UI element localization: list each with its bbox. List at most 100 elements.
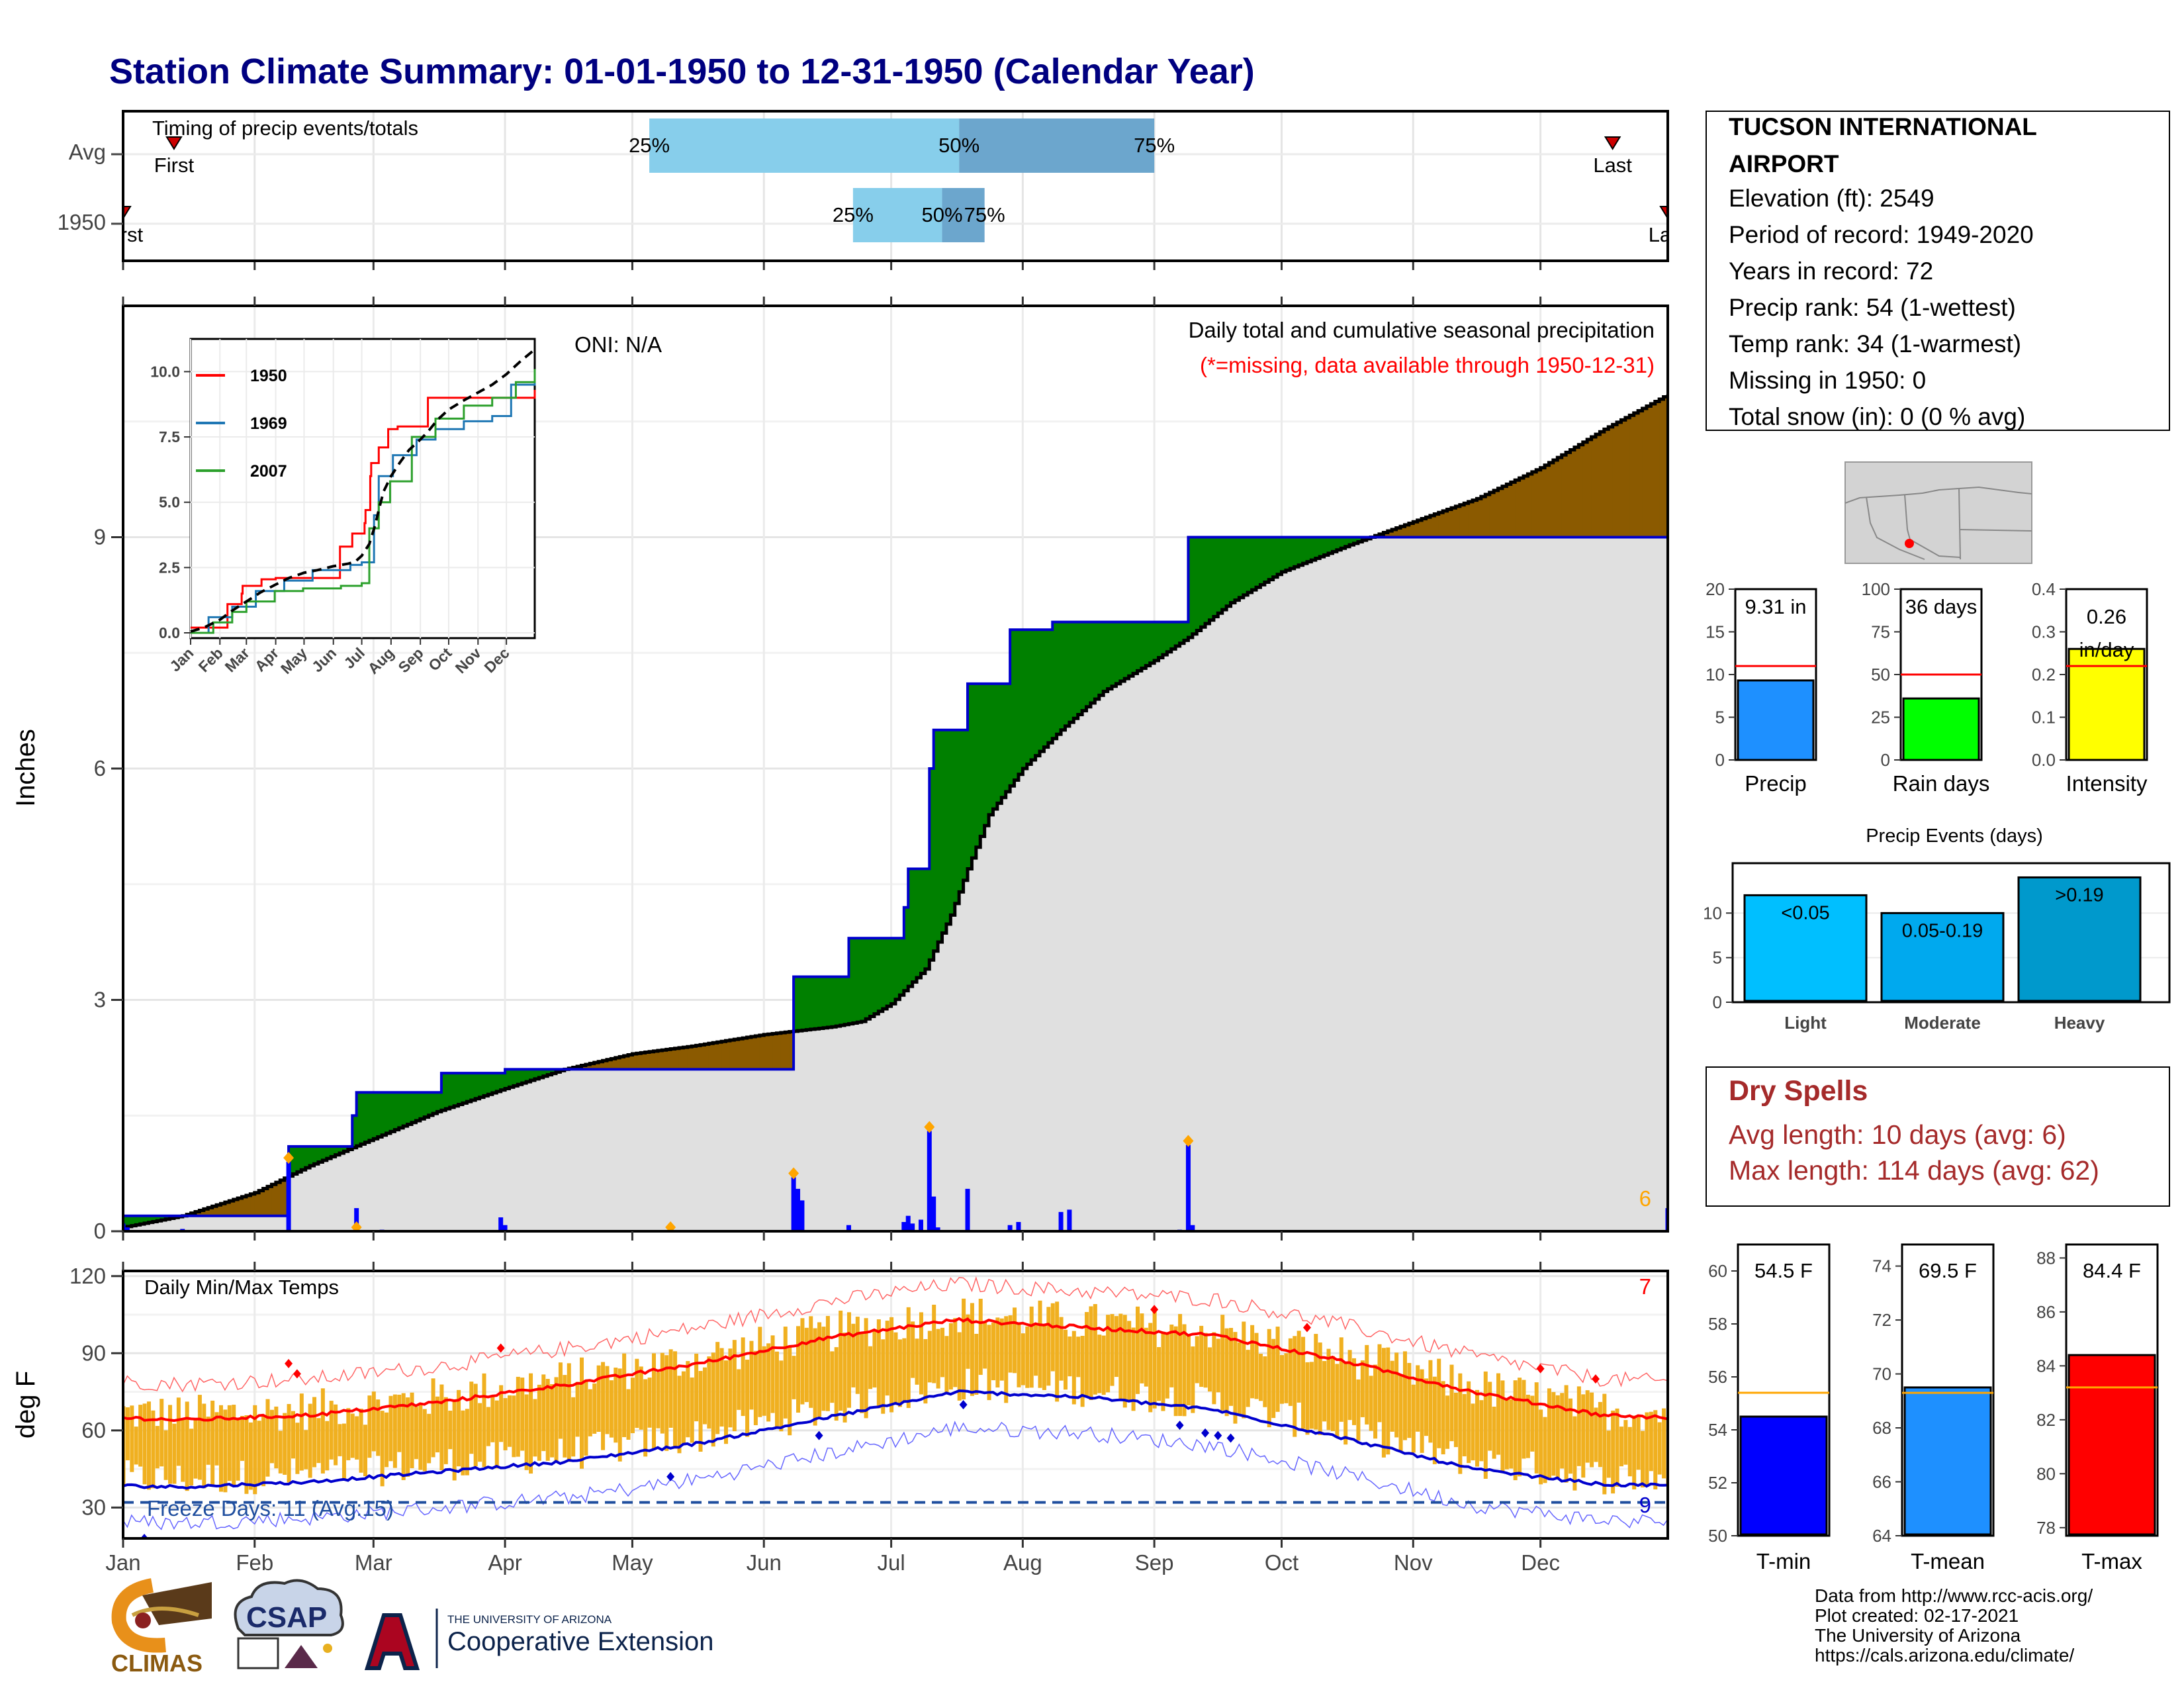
- precip-daily-bar: [1190, 1225, 1195, 1231]
- temp-daily-bar: [341, 1423, 346, 1481]
- precip-cumulative-area: [959, 892, 964, 1231]
- precip-cumulative-area: [1587, 537, 1592, 1231]
- precip-cumulative-area: [1362, 540, 1367, 1231]
- precip-cumulative-area: [857, 1022, 862, 1231]
- precip-cumulative-area: [1430, 537, 1435, 1231]
- precip-cumulative-area: [1480, 537, 1486, 1231]
- inset-line-1950: [191, 390, 536, 629]
- temp-daily-bar: [1140, 1313, 1144, 1383]
- precip-surplus-area: [882, 938, 887, 1009]
- precip-deficit-area: [602, 1060, 608, 1070]
- temp-daily-bar: [1246, 1350, 1250, 1407]
- temp-daily-bar: [1411, 1384, 1416, 1453]
- precip-cumulative-area: [921, 973, 926, 1231]
- month-label: May: [612, 1550, 653, 1575]
- precip-surplus-area: [1260, 537, 1265, 585]
- timing-label-75: 75%: [1134, 134, 1175, 157]
- temp-daily-bar: [355, 1416, 359, 1460]
- precip-cumulative-area: [547, 1074, 553, 1231]
- precip-deficit-area: [1404, 524, 1410, 538]
- precip-surplus-area: [1315, 537, 1320, 559]
- temp-summary-ytick-label: 58: [1708, 1314, 1727, 1334]
- precip-deficit-area: [1591, 437, 1596, 538]
- precip-deficit-area: [1417, 520, 1422, 538]
- temp-daily-bar: [1021, 1333, 1025, 1385]
- temp-daily-bar: [1441, 1381, 1445, 1454]
- temp-daily-bar: [1619, 1427, 1623, 1467]
- precip-cumulative-area: [946, 923, 951, 1231]
- temp-daily-bar: [970, 1303, 974, 1396]
- temp-daily-bar: [1518, 1378, 1522, 1477]
- precip-cumulative-area: [1243, 594, 1248, 1231]
- temp-daily-bar: [168, 1405, 173, 1484]
- precip-cumulative-area: [1604, 537, 1609, 1231]
- precip-missing-note: (*=missing, data available through 1950-…: [1200, 353, 1655, 377]
- temp-daily-bar: [588, 1389, 592, 1436]
- temp-daily-bar: [1509, 1399, 1514, 1469]
- precip-cumulative-area: [373, 1139, 379, 1231]
- precip-cumulative-area: [1663, 537, 1668, 1231]
- precip-deficit-area: [1413, 522, 1418, 538]
- climas-logo-text: CLIMAS: [111, 1650, 203, 1677]
- temp-daily-bar: [304, 1430, 308, 1470]
- precip-deficit-area: [1582, 442, 1588, 538]
- precip-surplus-area: [1197, 537, 1202, 631]
- precip-cumulative-area: [1379, 537, 1384, 1231]
- precip-surplus-area: [420, 1092, 425, 1119]
- precip-surplus-area: [352, 1115, 357, 1148]
- temp-daily-bar: [1496, 1373, 1501, 1455]
- temp-summary-ytick-label: 72: [1872, 1310, 1891, 1330]
- precip-deficit-area: [1502, 486, 1507, 538]
- precip-cumulative-area: [441, 1110, 446, 1231]
- precip-cumulative-area: [1417, 537, 1422, 1231]
- temp-summary-ytick-label: 54: [1708, 1420, 1727, 1440]
- temp-daily-bar: [151, 1410, 156, 1489]
- temp-daily-bar: [1280, 1355, 1284, 1404]
- precip-cumulative-area: [1392, 537, 1397, 1231]
- temp-daily-bar: [936, 1329, 940, 1389]
- precip-cumulative-area: [815, 1029, 820, 1231]
- precip-deficit-area: [1473, 500, 1478, 538]
- precip-cumulative-area: [743, 1069, 748, 1231]
- precip-cumulative-area: [492, 1093, 497, 1231]
- precip-deficit-area: [704, 1044, 709, 1070]
- temp-daily-bar: [876, 1319, 881, 1409]
- precip-surplus-area: [1095, 622, 1100, 700]
- precip-cumulative-area: [314, 1164, 319, 1231]
- precip-cumulative-area: [678, 1069, 684, 1231]
- precip-cumulative-area: [1595, 537, 1601, 1231]
- temp-daily-bar: [1305, 1362, 1310, 1435]
- precip-deficit-area: [1549, 462, 1554, 538]
- precip-cumulative-area: [420, 1119, 425, 1231]
- precip-cumulative-area: [1404, 537, 1410, 1231]
- precip-surplus-area: [1281, 537, 1287, 572]
- precip-surplus-area: [326, 1146, 332, 1159]
- precip-cumulative-area: [1531, 537, 1537, 1231]
- precip-deficit-area: [759, 1035, 764, 1070]
- precip-cumulative-area: [1523, 537, 1529, 1231]
- summary-ytick-label: 0.0: [2032, 750, 2056, 770]
- precip-deficit-area: [267, 1186, 273, 1216]
- precip-cumulative-area: [1578, 537, 1584, 1231]
- temp-daily-bar: [673, 1351, 678, 1449]
- precip-deficit-area: [233, 1199, 238, 1216]
- precip-surplus-area: [1103, 622, 1109, 692]
- precip-cumulative-area: [152, 1221, 158, 1231]
- summary-label: Intensity: [2066, 771, 2148, 796]
- temp-daily-bar: [792, 1356, 796, 1399]
- precip-cumulative-area: [390, 1131, 395, 1231]
- precip-cumulative-area: [131, 1225, 136, 1231]
- temp-record-high-marker: [1591, 1374, 1600, 1384]
- timing-marker-last: [1659, 206, 1668, 220]
- temp-daily-bar: [244, 1415, 249, 1494]
- summary-ytick-label: 15: [1706, 622, 1725, 642]
- precip-deficit-area: [208, 1207, 213, 1216]
- page-title: Station Climate Summary: 01-01-1950 to 1…: [109, 52, 1255, 91]
- temp-daily-bar: [1110, 1314, 1115, 1386]
- summary-ytick-label: 100: [1862, 579, 1890, 599]
- precip-cumulative-area: [1226, 606, 1232, 1231]
- precip-deficit-area: [636, 1053, 641, 1070]
- precip-surplus-area: [543, 1069, 548, 1076]
- precip-surplus-area: [857, 938, 862, 1023]
- precip-cumulative-area: [1209, 620, 1214, 1231]
